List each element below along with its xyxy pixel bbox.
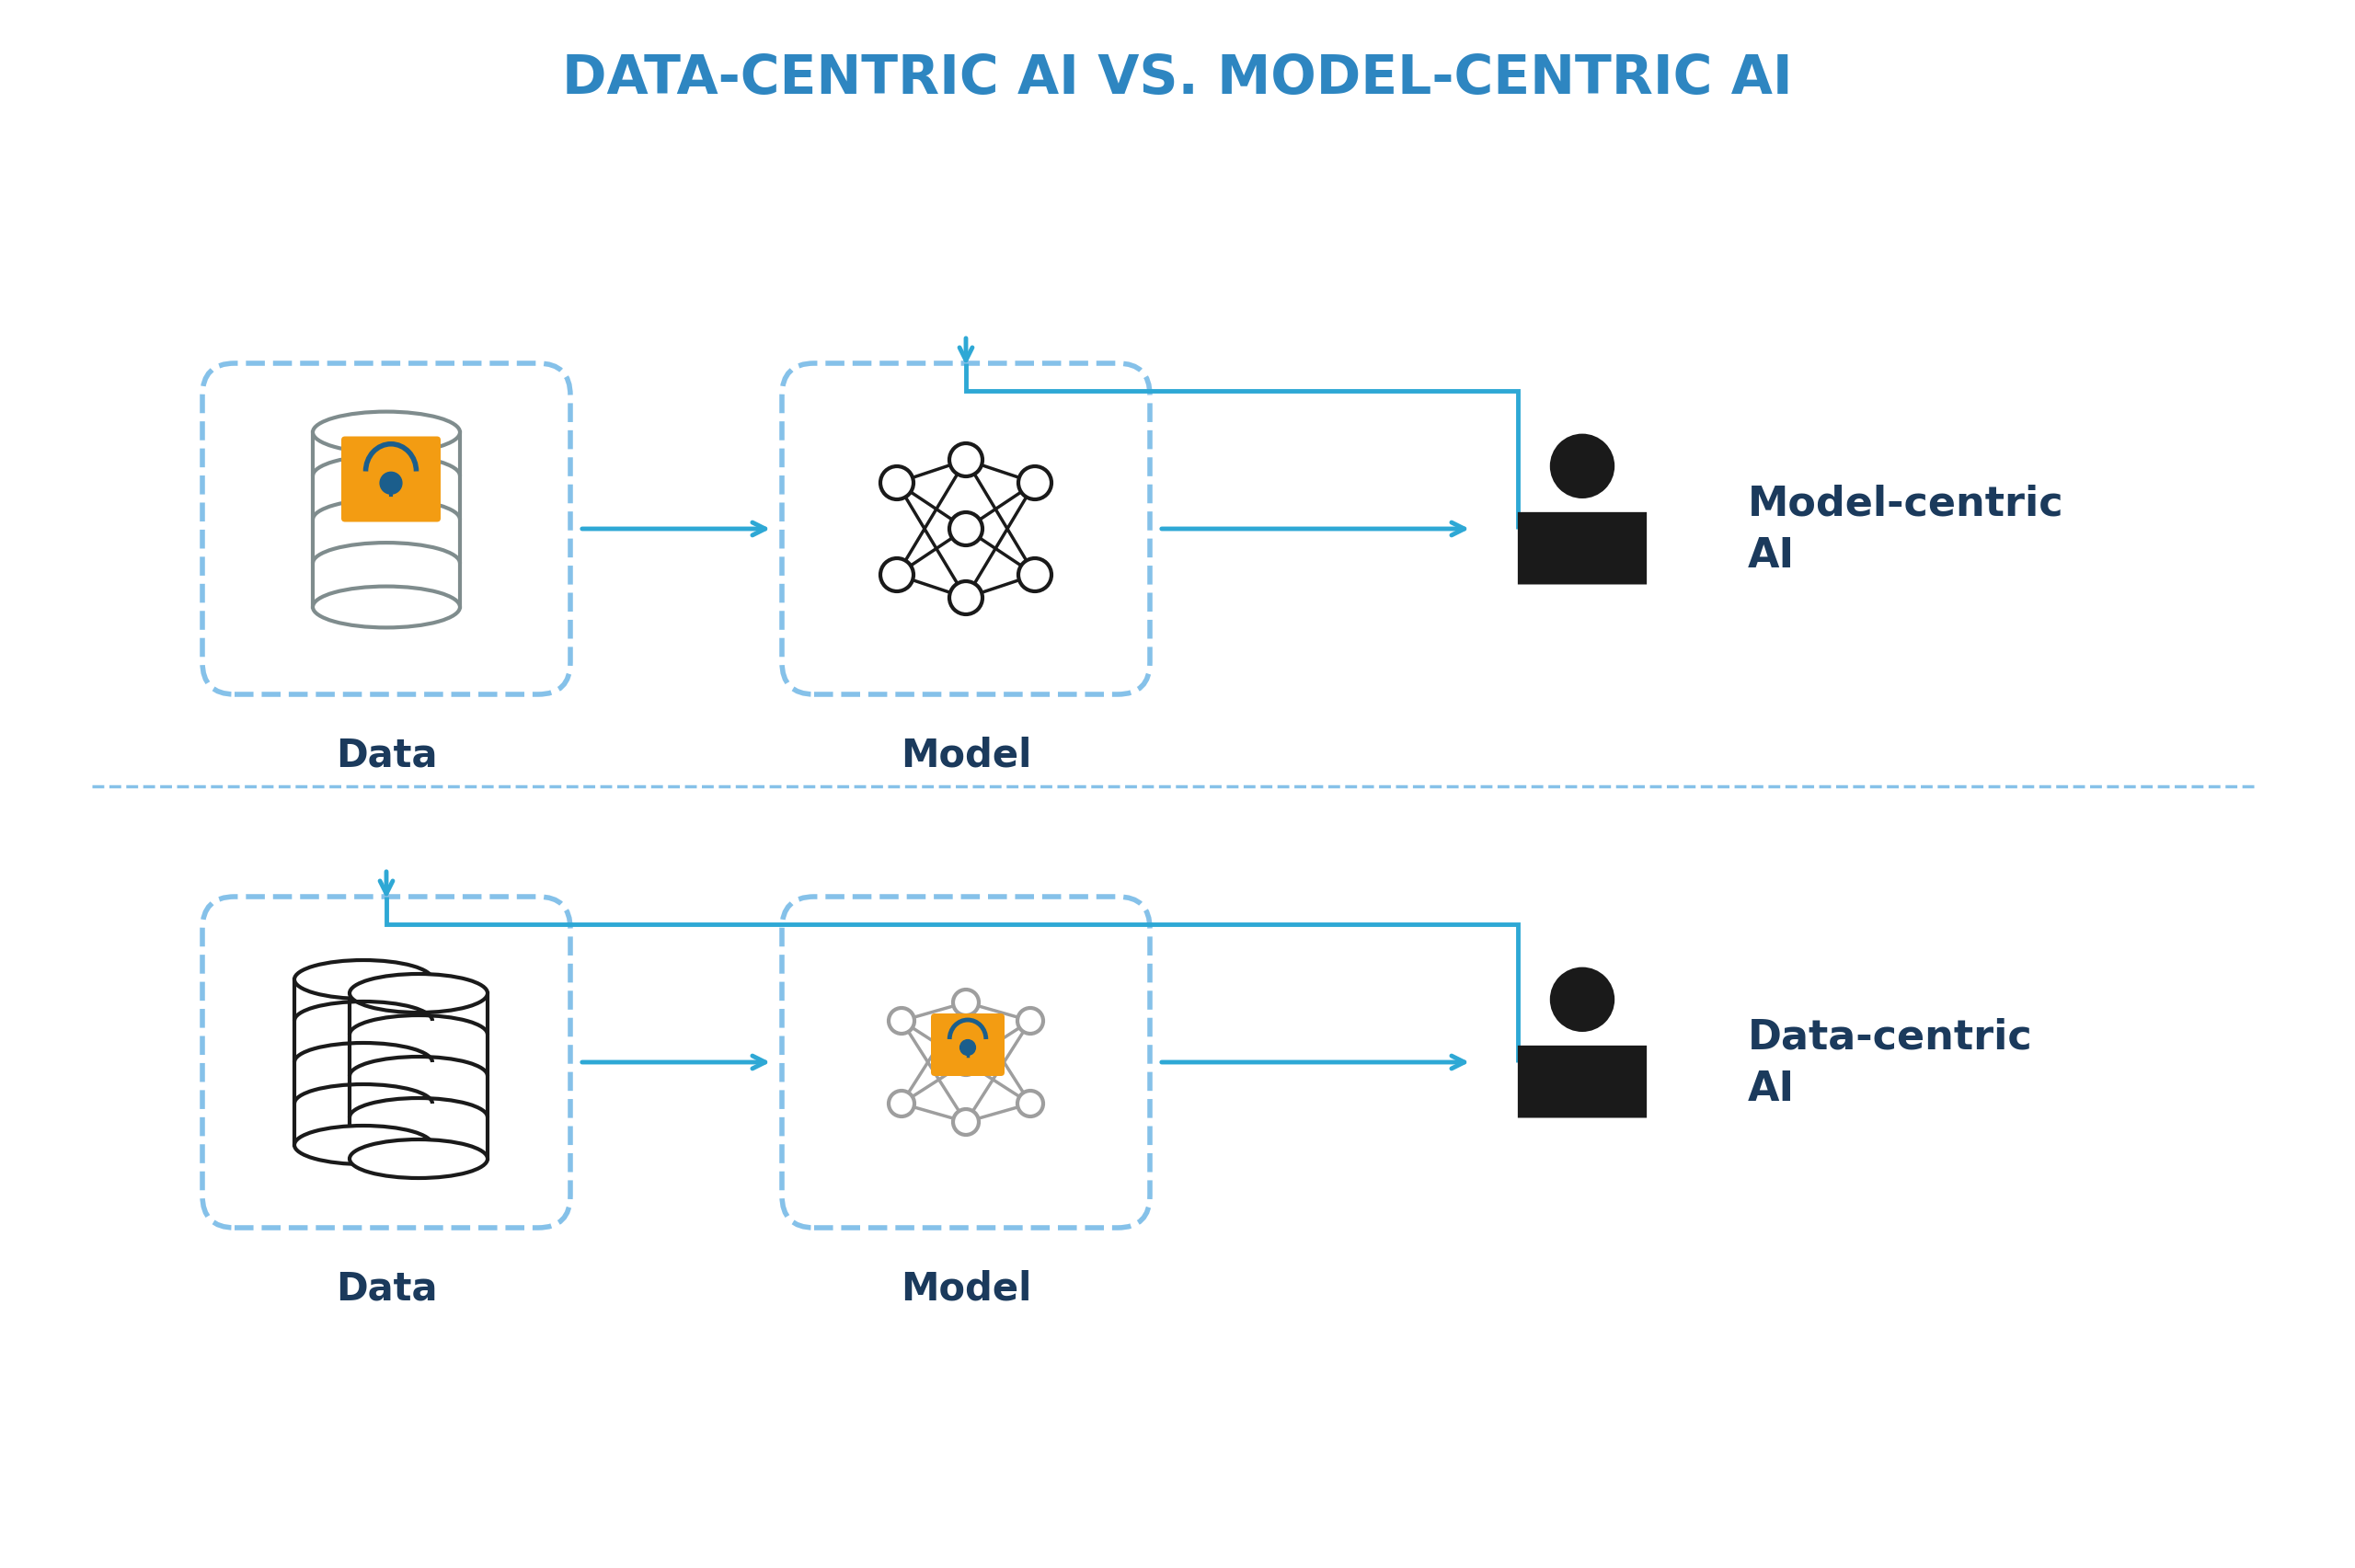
Text: Data: Data [334, 737, 438, 775]
Circle shape [949, 513, 982, 546]
Text: Model: Model [900, 737, 1031, 775]
Circle shape [1550, 967, 1616, 1032]
Circle shape [954, 989, 980, 1016]
Text: Model: Model [900, 1269, 1031, 1308]
Ellipse shape [349, 1140, 487, 1178]
Circle shape [961, 1040, 975, 1055]
Circle shape [881, 467, 914, 500]
FancyBboxPatch shape [294, 980, 433, 1145]
Ellipse shape [294, 961, 433, 999]
FancyBboxPatch shape [930, 1014, 1006, 1076]
Circle shape [949, 582, 982, 615]
FancyBboxPatch shape [313, 433, 459, 607]
Text: Data: Data [334, 1269, 438, 1308]
Text: DATA-CENTRIC AI VS. MODEL-CENTRIC AI: DATA-CENTRIC AI VS. MODEL-CENTRIC AI [563, 53, 1792, 105]
FancyBboxPatch shape [349, 994, 487, 1159]
Circle shape [881, 558, 914, 591]
Circle shape [1017, 1008, 1043, 1033]
Circle shape [888, 1008, 914, 1033]
Circle shape [949, 444, 982, 477]
Ellipse shape [349, 974, 487, 1013]
Circle shape [1017, 558, 1050, 591]
Circle shape [1017, 467, 1050, 500]
Text: Data-centric
AI: Data-centric AI [1747, 1016, 2032, 1109]
Text: Model-centric
AI: Model-centric AI [1747, 483, 2063, 575]
Circle shape [379, 472, 403, 494]
Circle shape [954, 1110, 980, 1135]
FancyBboxPatch shape [1517, 513, 1646, 585]
FancyBboxPatch shape [341, 437, 440, 522]
Circle shape [1017, 1091, 1043, 1116]
FancyBboxPatch shape [1517, 1046, 1646, 1118]
Circle shape [954, 1049, 980, 1076]
Ellipse shape [294, 1126, 433, 1165]
Circle shape [1550, 434, 1616, 499]
Ellipse shape [313, 412, 459, 453]
Ellipse shape [313, 586, 459, 629]
Circle shape [888, 1091, 914, 1116]
